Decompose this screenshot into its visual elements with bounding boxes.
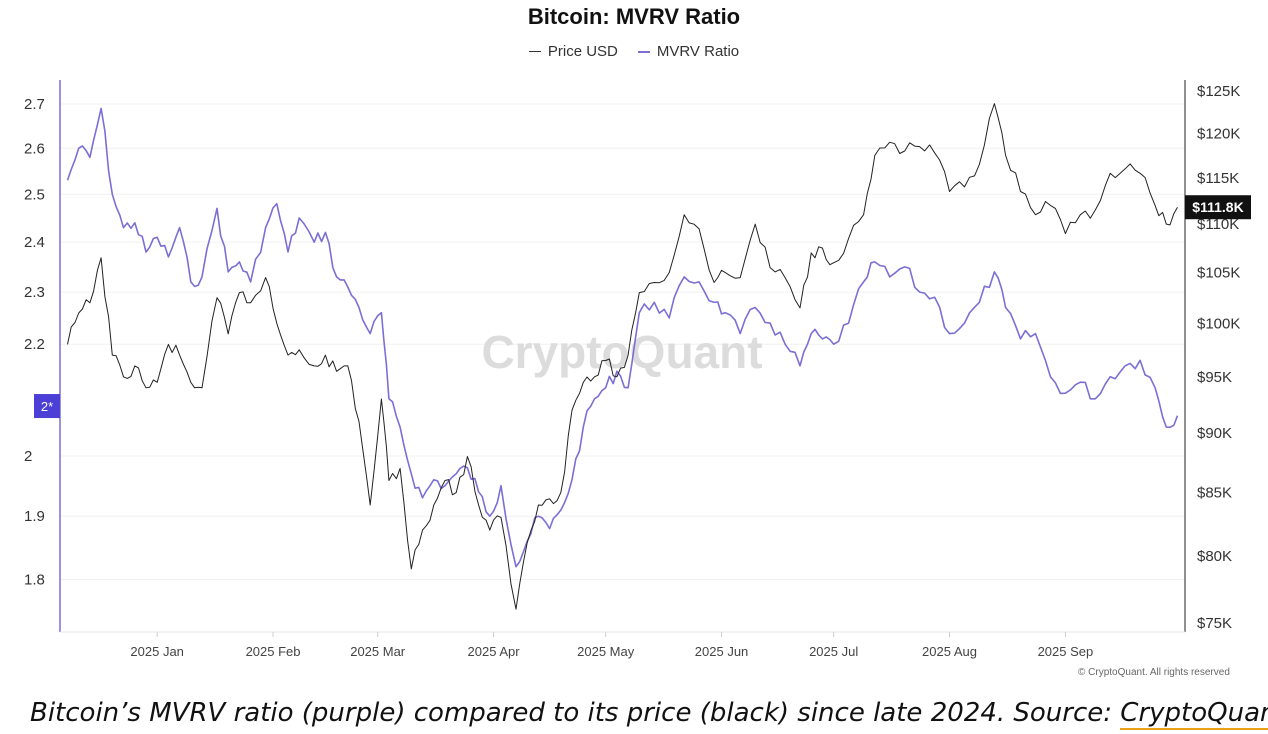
x-tick-label: 2025 Sep: [1038, 644, 1094, 659]
x-tick-label: 2025 Apr: [468, 644, 521, 659]
left-tick-label: 2.2: [24, 336, 45, 353]
current-value-markers: 2* $111.8K: [34, 195, 1251, 419]
left-tick-label: 2.7: [24, 96, 45, 113]
right-tick-label: $75K: [1197, 615, 1232, 632]
x-tick-label: 2025 Mar: [350, 644, 406, 659]
right-tick-label: $110K: [1197, 216, 1239, 233]
current-price-marker-box: [1185, 195, 1251, 220]
legend-label-mvrv: MVRV Ratio: [656, 43, 740, 60]
copyright-notice: © CryptoQuant. All rights reserved: [1078, 667, 1230, 678]
legend-item-mvrv[interactable]: MVRV Ratio: [637, 43, 740, 60]
grid-lines: [60, 103, 1185, 581]
right-tick-label: $120K: [1197, 126, 1240, 143]
right-tick-label: $105K: [1197, 265, 1240, 282]
right-tick-label: $95K: [1197, 369, 1232, 386]
left-axis-ticks: 2.7 2.6 2.5 2.4 2.3 2.2 2 1.9 1.8: [24, 96, 45, 589]
right-tick-label: $85K: [1197, 485, 1232, 502]
x-tick-label: 2025 Feb: [246, 644, 301, 659]
current-price-marker-label: $111.8K: [1192, 199, 1243, 215]
x-tick-label: 2025 May: [577, 644, 635, 659]
legend-label-price: Price USD: [547, 43, 618, 60]
right-tick-label: $80K: [1197, 548, 1232, 565]
right-tick-label: $115K: [1197, 170, 1239, 187]
mvrv-series-line: [66, 107, 1179, 568]
left-tick-label: 1.9: [24, 508, 45, 525]
figure-caption: Bitcoin’s MVRV ratio (purple) compared t…: [30, 698, 1268, 730]
legend-swatch-mvrv: [637, 50, 650, 53]
left-tick-label: 2.6: [24, 140, 45, 157]
legend-swatch-price: [528, 51, 541, 52]
mvrv-price-chart[interactable]: CryptoQuant 2.7 2.6 2.5 2.4 2.3 2.2 2 1.9 1.8 $1…: [0, 0, 1268, 690]
right-tick-label: $125K: [1197, 83, 1240, 100]
left-tick-label: 2.3: [24, 284, 45, 301]
right-tick-label: $90K: [1197, 425, 1232, 442]
series-layer: [66, 103, 1179, 610]
chart-legend: Price USD MVRV Ratio: [0, 43, 1268, 60]
left-tick-label: 2.4: [24, 234, 45, 251]
current-mvrv-marker-label: 2*: [41, 399, 53, 414]
right-tick-label: $100K: [1197, 315, 1240, 332]
left-tick-label: 1.8: [24, 572, 45, 589]
x-tick-label: 2025 Jun: [695, 644, 749, 659]
current-mvrv-marker-box: [34, 394, 60, 419]
chart-title: Bitcoin: MVRV Ratio: [527, 4, 741, 29]
caption-text: Bitcoin’s MVRV ratio (purple) compared t…: [30, 698, 1121, 728]
x-axis-ticks: 2025 Jan 2025 Feb 2025 Mar 2025 Apr 2025 May…: [130, 632, 1093, 659]
watermark: CryptoQuant: [481, 326, 762, 378]
x-tick-label: 2025 Aug: [922, 644, 977, 659]
x-tick-label: 2025 Jan: [130, 644, 184, 659]
left-tick-label: 2.5: [24, 186, 45, 203]
legend-item-price[interactable]: Price USD: [528, 43, 618, 60]
right-axis-ticks: $125K $120K $115K $110K $105K $100K $95K $90K $8…: [1197, 83, 1240, 632]
price-series-line: [67, 103, 1178, 610]
source-link[interactable]: CryptoQuant: [1120, 698, 1268, 730]
left-tick-label: 2: [24, 448, 32, 465]
x-tick-label: 2025 Jul: [809, 644, 858, 659]
